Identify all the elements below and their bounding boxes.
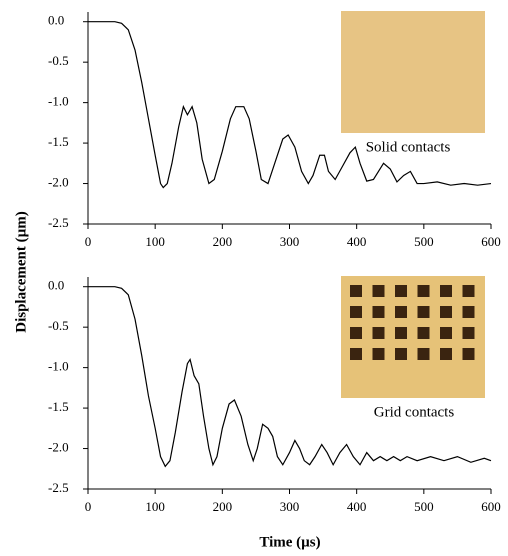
annotation: Solid contacts — [366, 139, 451, 155]
contact-pad — [350, 285, 362, 297]
x-axis-label: Time (µs) — [259, 534, 320, 550]
contact-pad — [395, 327, 407, 339]
x-tick-label: 200 — [213, 234, 233, 249]
y-tick-label: -1.5 — [48, 134, 69, 149]
y-tick-label: -1.0 — [48, 359, 69, 374]
contact-pad — [417, 306, 430, 318]
y-tick-label: -1.5 — [48, 399, 69, 414]
contact-pad — [440, 327, 452, 339]
x-tick-label: 100 — [145, 499, 165, 514]
data-line — [88, 21, 492, 189]
x-tick-label: 600 — [481, 234, 501, 249]
y-tick-label: -0.5 — [48, 318, 69, 333]
contact-pad — [417, 327, 430, 339]
contact-pad — [462, 348, 475, 360]
x-tick-label: 0 — [85, 499, 92, 514]
y-tick-label: -1.0 — [48, 94, 69, 109]
contact-pad — [395, 306, 407, 318]
contact-pad — [372, 348, 385, 360]
inset-image — [341, 276, 485, 398]
y-tick-label: -2.5 — [48, 215, 69, 230]
data-line — [88, 286, 492, 468]
y-tick-label: -2.5 — [48, 480, 69, 495]
x-tick-label: 100 — [145, 234, 165, 249]
y-tick-label: 0.0 — [48, 13, 64, 28]
y-tick-label: -2.0 — [48, 440, 69, 455]
contact-pad — [372, 327, 385, 339]
x-tick-label: 300 — [280, 234, 300, 249]
contact-pad — [462, 306, 475, 318]
y-tick-label: -2.0 — [48, 175, 69, 190]
x-tick-label: 300 — [280, 499, 300, 514]
y-axis-label: Displacement (µm) — [13, 211, 29, 333]
x-tick-label: 0 — [85, 234, 92, 249]
contact-pad — [372, 285, 385, 297]
x-tick-label: 400 — [347, 234, 367, 249]
x-tick-label: 500 — [414, 499, 434, 514]
contact-pad — [395, 348, 407, 360]
contact-pad — [462, 327, 475, 339]
contact-pad — [350, 348, 362, 360]
annotation: Grid contacts — [374, 404, 455, 420]
x-tick-label: 600 — [481, 499, 501, 514]
contact-pad — [440, 285, 452, 297]
contact-pad — [417, 348, 430, 360]
contact-pad — [440, 348, 452, 360]
inset-solid — [341, 11, 485, 133]
contact-pad — [462, 285, 475, 297]
contact-pad — [395, 285, 407, 297]
y-tick-label: -0.5 — [48, 53, 69, 68]
x-tick-label: 400 — [347, 499, 367, 514]
contact-pad — [350, 327, 362, 339]
y-tick-label: 0.0 — [48, 278, 64, 293]
x-tick-label: 500 — [414, 234, 434, 249]
inset-image — [341, 11, 485, 133]
contact-pad — [372, 306, 385, 318]
contact-pad — [417, 285, 430, 297]
contact-pad — [440, 306, 452, 318]
x-tick-label: 200 — [213, 499, 233, 514]
contact-pad — [350, 306, 362, 318]
inset-grid — [341, 276, 485, 398]
